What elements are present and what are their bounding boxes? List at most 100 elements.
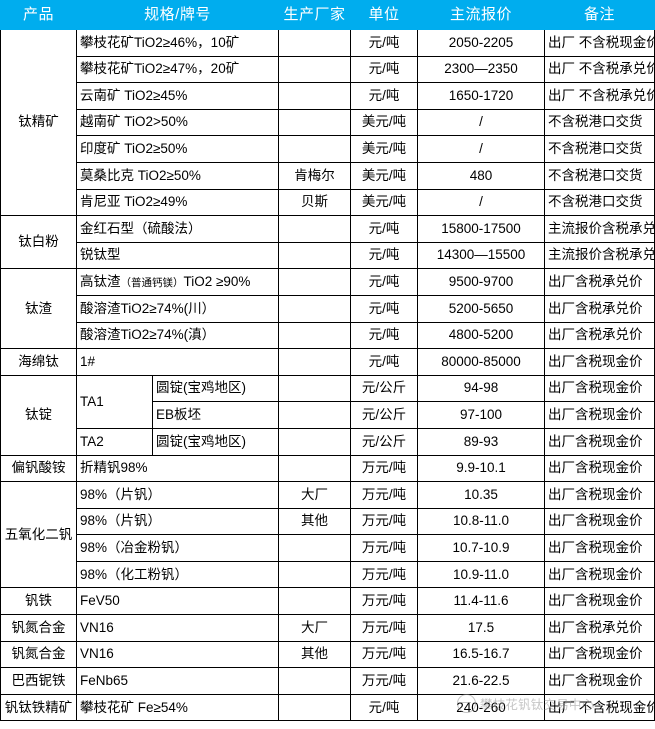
header-cell-product: 产品 [0, 0, 77, 30]
manufacturer-cell [278, 29, 352, 57]
remark-cell: 不含税港口交货 [544, 188, 655, 217]
table-row: 莫桑比克 TiO2≥50% 肯梅尔 美元/吨 480 不含税港口交货 [1, 161, 655, 190]
product-group-cell: 钒铁 [0, 587, 77, 616]
unit-cell: 万元/吨 [350, 481, 419, 509]
spec-cell: 锐钛型 [75, 241, 280, 270]
remark-cell: 出厂含税现金价 [544, 348, 655, 376]
unit-cell: 美元/吨 [350, 161, 419, 190]
spec-cell: EB板坯 [151, 401, 280, 429]
unit-cell: 美元/吨 [350, 188, 419, 217]
spec-cell: 98%（片钒） [75, 481, 280, 509]
spec-cell: 酸溶渣TiO2≥74%(滇） [75, 321, 280, 350]
unit-cell: 美元/吨 [350, 135, 419, 163]
manufacturer-cell [278, 135, 352, 163]
header-cell-price: 主流报价 [417, 0, 546, 30]
price-cell: 80000-85000 [417, 348, 546, 376]
spec-cell: 金红石型（硫酸法） [75, 215, 280, 243]
manufacturer-cell [278, 427, 352, 456]
remark-cell: 出厂含税承兑价 [544, 294, 655, 323]
unit-cell: 元/公斤 [350, 374, 419, 403]
unit-cell: 万元/吨 [350, 560, 419, 589]
price-cell: / [417, 135, 546, 163]
unit-cell: 元/吨 [350, 29, 419, 57]
product-group-cell: 钒氮合金 [0, 640, 77, 669]
spec-qualifier: （普通钙镁） [120, 277, 184, 290]
unit-cell: 元/吨 [350, 321, 419, 350]
unit-cell: 万元/吨 [350, 667, 419, 695]
unit-cell: 元/吨 [350, 215, 419, 243]
manufacturer-cell [278, 560, 352, 589]
unit-cell: 元/公斤 [350, 427, 419, 456]
price-cell: 10.35 [417, 481, 546, 509]
spec-cell: 云南矿 TiO2≥45% [75, 82, 280, 110]
price-cell: 10.9-11.0 [417, 560, 546, 589]
manufacturer-cell [278, 693, 352, 722]
manufacturer-cell [278, 321, 352, 350]
spec-cell: 攀枝花矿TiO2≥47%，20矿 [75, 55, 280, 84]
price-cell: 9500-9700 [417, 268, 546, 296]
unit-cell: 万元/吨 [350, 640, 419, 669]
remark-cell: 出厂含税现金价 [544, 667, 655, 695]
header-cell-spec: 规格/牌号 [75, 0, 280, 30]
product-group-cell: 巴西铌铁 [0, 667, 77, 695]
unit-cell: 元/吨 [350, 693, 419, 722]
manufacturer-cell [278, 667, 352, 695]
table-row: 钒铁 FeV50 万元/吨 11.4-11.6 出厂含税现金价 [0, 587, 655, 616]
spec-cell: 98%（片钒） [75, 507, 280, 536]
remark-cell: 出厂含税现金价 [544, 560, 655, 589]
product-group-cell: 钛渣 [0, 268, 77, 350]
table-row: 98%（冶金粉钒） 万元/吨 10.7-10.9 出厂含税现金价 [1, 534, 655, 562]
remark-cell: 出厂含税承兑价 [544, 321, 655, 350]
header-row: 产品 规格/牌号 生产厂家 单位 主流报价 备注 [0, 0, 655, 30]
price-cell: 5200-5650 [417, 294, 546, 323]
price-cell: 97-100 [417, 401, 546, 429]
price-cell: 17.5 [417, 614, 546, 642]
unit-cell: 元/吨 [350, 294, 419, 323]
table-row: TA2 圆锭(宝鸡地区) 元/公斤 89-93 出厂含税现金价 [1, 427, 655, 456]
product-group-cell: 海绵钛 [0, 348, 77, 376]
table-row: 攀枝花矿TiO2≥47%，20矿 元/吨 2300—2350 出厂 不含税承兑价 [1, 55, 655, 84]
price-cell: 16.5-16.7 [417, 640, 546, 669]
price-cell: 4800-5200 [417, 321, 546, 350]
table-row: 钛白粉 金红石型（硫酸法） 元/吨 15800-17500 主流报价含税承兑 [0, 215, 655, 270]
unit-cell: 美元/吨 [350, 108, 419, 137]
product-group-cell: 钒钛铁精矿 [0, 693, 77, 722]
spec-cell: 肯尼亚 TiO2≥49% [75, 188, 280, 217]
spec-cell: FeV50 [75, 587, 280, 616]
table-header: 产品 规格/牌号 生产厂家 单位 主流报价 备注 [0, 0, 655, 30]
price-cell: 2300—2350 [417, 55, 546, 84]
manufacturer-cell [278, 534, 352, 562]
table-body: 钛精矿 攀枝花矿TiO2≥46%，10矿 元/吨 2050-2205 出厂 不含税现金价… [0, 28, 655, 722]
table-row: 巴西铌铁 FeNb65 万元/吨 21.6-22.5 出厂含税现金价 [0, 667, 655, 695]
spec-cell: 圆锭(宝鸡地区) [151, 427, 280, 456]
table-row: 钛渣 高钛渣（普通钙镁）TiO2 ≥90% 元/吨 9500-9700 出厂含税承兑价 [0, 268, 655, 350]
spec-cell: 莫桑比克 TiO2≥50% [75, 161, 280, 190]
header-cell-unit: 单位 [350, 0, 419, 30]
table-row: 五氧化二钒 98%（片钒） 大厂 万元/吨 10.35 出厂含税现金价 [0, 481, 655, 589]
manufacturer-cell [278, 587, 352, 616]
remark-cell: 出厂含税现金价 [544, 481, 655, 509]
remark-cell: 出厂 不含税承兑价 [544, 82, 655, 110]
unit-cell: 元/吨 [350, 55, 419, 84]
manufacturer-cell: 贝斯 [278, 188, 352, 217]
manufacturer-cell: 肯梅尔 [278, 161, 352, 190]
unit-cell: 元/吨 [350, 348, 419, 376]
spec-cell: 高钛渣（普通钙镁）TiO2 ≥90% [75, 268, 280, 296]
spec-cell: 1# [75, 348, 280, 376]
price-cell: 10.7-10.9 [417, 534, 546, 562]
remark-cell: 出厂含税现金价 [544, 427, 655, 456]
remark-cell: 主流报价含税承兑 [544, 241, 655, 270]
manufacturer-cell [278, 348, 352, 376]
product-group-cell: 钒氮合金 [0, 614, 77, 642]
table-row: 锐钛型 元/吨 14300—15500 主流报价含税承兑 [1, 241, 655, 270]
unit-cell: 元/吨 [350, 82, 419, 110]
price-cell: 2050-2205 [417, 29, 546, 57]
grade-cell: TA2 [76, 427, 153, 456]
manufacturer-cell [278, 268, 352, 296]
table-row: 钒氮合金 VN16 大厂 万元/吨 17.5 出厂含税承兑价 [0, 614, 655, 642]
remark-cell: 出厂 不含税现金价 [544, 29, 655, 57]
header-cell-note: 备注 [544, 0, 655, 30]
price-cell: / [417, 108, 546, 137]
manufacturer-cell [278, 55, 352, 84]
remark-cell: 不含税港口交货 [544, 108, 655, 137]
